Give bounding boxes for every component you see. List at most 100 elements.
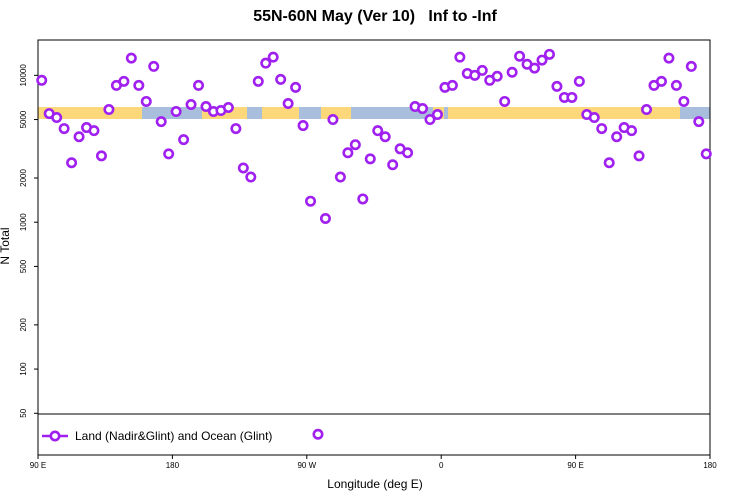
data-point xyxy=(125,52,137,64)
data-point xyxy=(178,134,190,146)
y-tick-label: 5000 xyxy=(19,110,28,128)
data-point xyxy=(469,69,481,81)
data-point xyxy=(349,139,361,151)
data-point xyxy=(372,125,384,137)
data-point xyxy=(170,106,182,118)
data-point xyxy=(193,79,205,91)
x-axis-label: Longitude (deg E) xyxy=(327,477,422,491)
legend-label: Land (Nadir&Glint) and Ocean (Glint) xyxy=(75,429,272,443)
data-point xyxy=(633,150,645,162)
data-point xyxy=(506,66,518,78)
data-point xyxy=(424,114,436,126)
x-tick-label: 90 E xyxy=(567,461,583,470)
data-point xyxy=(222,101,234,113)
data-point xyxy=(491,70,503,82)
data-point xyxy=(88,125,100,137)
ocean-strip xyxy=(444,107,448,119)
data-point xyxy=(536,54,548,66)
data-point xyxy=(431,109,443,121)
data-point xyxy=(566,91,578,103)
data-point xyxy=(499,95,511,107)
data-point xyxy=(603,157,615,169)
data-point xyxy=(290,81,302,93)
data-point xyxy=(446,79,458,91)
data-point xyxy=(312,428,324,440)
y-tick-label: 1000 xyxy=(19,213,28,231)
chart-title: 55N-60N May (Ver 10) Inf to -Inf xyxy=(253,8,497,25)
data-point xyxy=(185,98,197,110)
data-point xyxy=(95,150,107,162)
data-point xyxy=(387,159,399,171)
data-point xyxy=(282,97,294,109)
data-point xyxy=(230,123,242,135)
data-point xyxy=(148,60,160,72)
ocean-strip xyxy=(680,107,710,119)
data-point xyxy=(573,75,585,87)
data-point xyxy=(379,131,391,143)
data-point xyxy=(655,75,667,87)
data-point xyxy=(163,148,175,160)
y-tick-label: 200 xyxy=(19,318,28,332)
ocean-strip xyxy=(247,107,262,119)
data-point xyxy=(611,131,623,143)
data-point xyxy=(103,104,115,116)
data-point xyxy=(260,57,272,69)
data-point xyxy=(529,62,541,74)
x-tick-label: 90 W xyxy=(297,461,316,470)
data-point xyxy=(641,104,653,116)
data-point xyxy=(275,73,287,85)
y-axis-label: N Total xyxy=(0,227,12,264)
legend-marker xyxy=(49,430,61,442)
plot-frame xyxy=(37,39,711,456)
data-point xyxy=(626,125,638,137)
data-point xyxy=(327,114,339,126)
data-point xyxy=(342,147,354,159)
data-point xyxy=(297,120,309,132)
data-point xyxy=(237,162,249,174)
data-point xyxy=(334,171,346,183)
data-point xyxy=(155,116,167,128)
data-point xyxy=(663,52,675,64)
y-tick-label: 100 xyxy=(19,362,28,376)
data-point xyxy=(417,103,429,115)
x-tick-label: 0 xyxy=(439,461,444,470)
data-point xyxy=(357,193,369,205)
data-point xyxy=(118,75,130,87)
data-point xyxy=(133,79,145,91)
data-point xyxy=(36,74,48,86)
data-point xyxy=(476,64,488,76)
data-point xyxy=(66,157,78,169)
data-point xyxy=(514,50,526,62)
data-point xyxy=(588,112,600,124)
data-point xyxy=(364,153,376,165)
x-tick-label: 180 xyxy=(703,461,717,470)
data-point xyxy=(252,75,264,87)
ocean-strip xyxy=(299,107,321,119)
data-point xyxy=(200,101,212,113)
data-point xyxy=(700,148,712,160)
data-point xyxy=(402,147,414,159)
data-point xyxy=(319,212,331,224)
data-point xyxy=(693,116,705,128)
data-point xyxy=(58,123,70,135)
land-ocean-band xyxy=(38,107,710,119)
x-tick-label: 180 xyxy=(166,461,180,470)
y-tick-label: 500 xyxy=(19,259,28,273)
y-tick-label: 10000 xyxy=(19,64,28,87)
x-tick-label: 90 E xyxy=(30,461,46,470)
data-point xyxy=(305,195,317,207)
data-point xyxy=(543,48,555,60)
data-point xyxy=(454,51,466,63)
data-point xyxy=(551,80,563,92)
data-point xyxy=(73,131,85,143)
data-point xyxy=(685,60,697,72)
data-point xyxy=(596,123,608,135)
data-point xyxy=(51,112,63,124)
data-point xyxy=(140,95,152,107)
y-tick-label: 50 xyxy=(19,408,28,417)
data-point xyxy=(245,171,257,183)
data-point xyxy=(678,95,690,107)
data-point xyxy=(670,79,682,91)
data-point xyxy=(267,51,279,63)
